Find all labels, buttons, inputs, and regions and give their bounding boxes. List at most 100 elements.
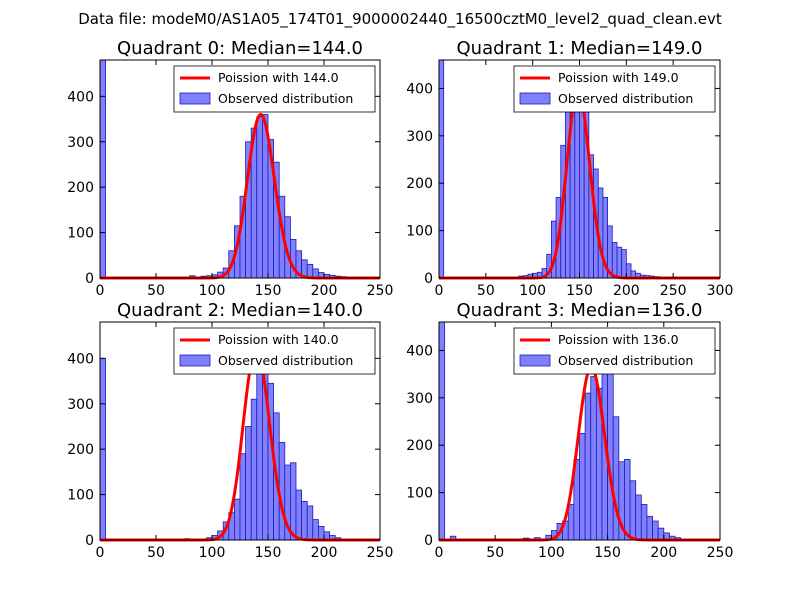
x-tick-label: 0 — [435, 545, 444, 561]
y-tick-label: 100 — [406, 224, 433, 240]
x-tick-label: 100 — [199, 283, 226, 299]
histogram-bar — [584, 392, 592, 541]
histogram-bar — [289, 462, 297, 541]
subplot-title: Quadrant 2: Median=140.0 — [117, 300, 363, 321]
histogram-bar — [301, 500, 308, 541]
y-tick-label: 200 — [67, 180, 94, 196]
histogram-bar — [312, 519, 319, 541]
y-tick-label: 0 — [424, 271, 433, 287]
axis-ticks: 0 50 100 150 200 250 0 100 200 300 400 — [406, 322, 733, 561]
x-tick-label: 150 — [566, 283, 593, 299]
y-tick-label: 0 — [85, 271, 94, 287]
y-tick-label: 0 — [85, 533, 94, 549]
x-tick-label: 250 — [367, 545, 394, 561]
y-tick-label: 300 — [406, 391, 433, 407]
legend-observed-swatch — [519, 92, 551, 105]
legend-observed-label: Observed distribution — [218, 353, 353, 368]
histogram-bar — [635, 494, 642, 541]
y-tick-label: 400 — [67, 89, 94, 105]
subplot-quadrant-1: Quadrant 1: Median=149.0 0 50 100 150 200 250… — [406, 38, 733, 299]
histogram-bar — [590, 376, 597, 541]
legend: Poission with 140.0 Observed distributio… — [173, 327, 376, 375]
x-tick-label: 300 — [707, 283, 734, 299]
histogram-bar — [640, 504, 648, 541]
histogram-bar — [579, 432, 586, 541]
x-tick-label: 50 — [147, 283, 165, 299]
y-tick-label: 0 — [424, 533, 433, 549]
histogram-bar — [250, 398, 258, 541]
x-tick-label: 200 — [650, 545, 677, 561]
histogram-bar — [616, 246, 623, 279]
x-tick-label: 200 — [613, 283, 640, 299]
x-tick-label: 50 — [477, 283, 495, 299]
histogram-bar — [611, 242, 618, 279]
x-tick-label: 200 — [311, 283, 338, 299]
legend-observed-swatch — [179, 92, 211, 105]
x-tick-label: 50 — [147, 545, 165, 561]
x-tick-label: 200 — [311, 545, 338, 561]
legend-observed-label: Observed distribution — [558, 353, 693, 368]
y-tick-label: 100 — [67, 488, 94, 504]
y-tick-label: 300 — [67, 135, 94, 151]
histogram-bar — [256, 348, 263, 541]
x-tick-label: 100 — [199, 545, 226, 561]
histogram-bar — [306, 505, 314, 541]
legend-poisson-label: Poission with 144.0 — [218, 70, 339, 85]
y-tick-label: 400 — [406, 81, 433, 97]
histogram-bar — [625, 263, 632, 279]
y-tick-label: 200 — [406, 176, 433, 192]
histogram-bar — [624, 459, 631, 541]
y-tick-label: 100 — [406, 486, 433, 502]
legend: Poission with 144.0 Observed distributio… — [173, 65, 376, 113]
histogram-bar — [99, 59, 106, 279]
histogram-bar — [657, 527, 665, 541]
y-tick-label: 400 — [67, 351, 94, 367]
axis-ticks: 0 50 100 150 200 250 300 0 100 200 300 400 — [406, 60, 733, 299]
subplot-title: Quadrant 3: Median=136.0 — [457, 300, 703, 321]
histogram-bar — [652, 520, 659, 541]
histogram-bar — [629, 480, 637, 541]
x-tick-label: 250 — [367, 283, 394, 299]
histogram-bar — [317, 525, 325, 541]
x-tick-label: 250 — [660, 283, 687, 299]
axis-ticks: 0 50 100 150 200 250 0 100 200 300 400 — [67, 322, 393, 561]
legend-poisson-label: Poission with 149.0 — [558, 70, 679, 85]
histogram-bar — [245, 426, 252, 541]
histogram-bar — [574, 92, 580, 279]
histogram-bar — [646, 515, 653, 541]
legend-poisson-label: Poission with 136.0 — [558, 332, 679, 347]
subplot-quadrant-0: Quadrant 0: Median=144.0 0 50 100 150 200 250… — [67, 38, 393, 299]
legend-observed-label: Observed distribution — [218, 91, 353, 106]
axis-ticks: 0 50 100 150 200 250 0 100 200 300 400 — [67, 60, 393, 299]
histogram-bar — [438, 321, 446, 541]
histogram-bar — [579, 99, 585, 279]
axes-frame — [438, 321, 721, 541]
histogram-bar — [233, 498, 241, 541]
x-tick-label: 150 — [594, 545, 621, 561]
y-tick-label: 200 — [67, 442, 94, 458]
y-tick-label: 200 — [406, 438, 433, 454]
histogram-bar — [621, 249, 627, 279]
legend-observed-label: Observed distribution — [558, 91, 693, 106]
x-tick-label: 100 — [519, 283, 546, 299]
x-tick-label: 100 — [538, 545, 565, 561]
histogram-bar — [612, 416, 620, 541]
histogram-bar — [567, 504, 575, 541]
axes-frame — [99, 59, 381, 279]
x-tick-label: 0 — [96, 283, 105, 299]
legend-poisson-label: Poission with 140.0 — [218, 332, 339, 347]
legend-observed-swatch — [179, 354, 211, 367]
legend: Poission with 149.0 Observed distributio… — [513, 65, 716, 113]
figure-title: Data file: modeM0/AS1A05_174T01_90000024… — [78, 10, 722, 29]
subplot-quadrant-3: Quadrant 3: Median=136.0 0 50 100 150 200 250… — [406, 300, 733, 561]
y-tick-label: 300 — [67, 397, 94, 413]
subplot-title: Quadrant 0: Median=144.0 — [117, 38, 363, 59]
legend: Poission with 136.0 Observed distributio… — [513, 327, 716, 375]
subplot-title: Quadrant 1: Median=149.0 — [457, 38, 703, 59]
histogram-bars — [99, 348, 347, 541]
histogram-bar — [295, 489, 302, 541]
x-tick-label: 0 — [435, 283, 444, 299]
x-tick-label: 150 — [255, 283, 282, 299]
x-tick-label: 250 — [707, 545, 734, 561]
